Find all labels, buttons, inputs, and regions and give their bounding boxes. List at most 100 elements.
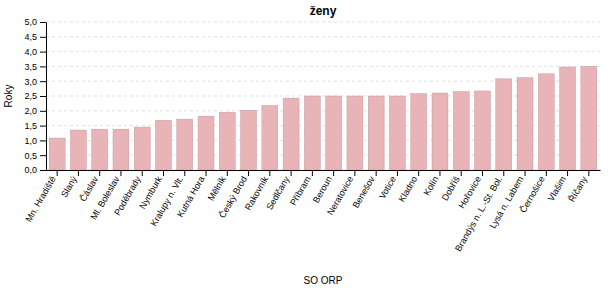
bar — [475, 91, 491, 170]
bar — [517, 78, 533, 170]
y-tick-mark — [40, 170, 46, 171]
x-tick: Benešov — [350, 170, 376, 210]
bar — [49, 138, 65, 170]
y-tick: 2,5 — [24, 91, 46, 101]
x-tick-label: Benešov — [350, 174, 376, 210]
bar — [453, 92, 469, 170]
y-tick-mark — [40, 96, 46, 97]
x-tick-mark — [120, 170, 121, 176]
grid-line — [46, 66, 600, 67]
y-tick-mark — [40, 66, 46, 67]
x-tick-mark — [525, 170, 526, 176]
y-tick-mark — [40, 22, 46, 23]
grid-line — [46, 51, 600, 52]
y-axis-line — [46, 23, 47, 171]
x-tick-label: Příbram — [288, 175, 313, 208]
grid — [46, 22, 600, 170]
x-tick-label: Dobříš — [440, 174, 462, 202]
x-tick-label: Lysá n. Labem — [487, 175, 525, 231]
y-tick-mark — [40, 155, 46, 156]
y-tick-label: 3,0 — [24, 77, 37, 87]
x-tick-mark — [248, 170, 249, 176]
y-tick: 4,0 — [24, 47, 46, 57]
x-tick: Říčany — [567, 170, 590, 204]
y-tick: 1,0 — [24, 136, 46, 146]
y-tick-label: 0,5 — [24, 151, 37, 161]
y-tick-mark — [40, 37, 46, 38]
y-tick-label: 2,0 — [24, 106, 37, 116]
x-tick-label: Beroun — [311, 175, 334, 205]
x-axis-title: SO ORP — [304, 275, 343, 286]
x-tick-mark — [312, 170, 313, 176]
x-tick-mark — [503, 170, 504, 176]
y-tick: 5,0 — [24, 17, 46, 27]
x-tick-mark — [333, 170, 334, 176]
bar — [219, 112, 235, 170]
chart: 0,00,51,01,52,02,53,03,54,04,55,0Mn. Hra… — [0, 0, 610, 288]
x-tick: Příbram — [288, 170, 313, 207]
y-tick-label: 2,5 — [24, 91, 37, 101]
bar — [347, 96, 363, 170]
x-tick-label: Mělník — [206, 174, 228, 202]
y-tick-mark — [40, 111, 46, 112]
x-tick-mark — [78, 170, 79, 176]
x-tick-label: Neratovice — [325, 175, 355, 217]
y-tick-mark — [40, 81, 46, 82]
bar — [432, 93, 448, 170]
x-tick-label: Slaný — [59, 174, 79, 199]
x-tick-mark — [482, 170, 483, 176]
x-tick: Kolín — [422, 170, 441, 197]
x-axis-line — [47, 170, 601, 171]
x-tick: Mělník — [206, 170, 228, 202]
x-tick-mark — [376, 170, 377, 176]
x-tick-mark — [142, 170, 143, 176]
bar — [92, 129, 108, 170]
x-tick: Votice — [377, 170, 398, 201]
x-tick-label: Poděbrady — [112, 174, 143, 217]
x-tick-label: Český Brod — [217, 175, 249, 220]
x-tick-mark — [227, 170, 228, 176]
x-tick-label: Říčany — [567, 174, 590, 204]
x-tick-label: Kladno — [396, 175, 419, 204]
bar — [368, 96, 384, 170]
x-tick-label: Mn. Hradiště — [23, 175, 57, 224]
y-tick: 0,5 — [24, 151, 46, 161]
bar — [538, 74, 554, 170]
bars — [49, 66, 597, 170]
x-tick-label: Čáslav — [78, 174, 101, 203]
bar — [304, 96, 320, 170]
plot-area: 0,00,51,01,52,02,53,03,54,04,55,0Mn. Hra… — [23, 17, 600, 253]
grid-line — [46, 22, 600, 23]
x-tick-mark — [57, 170, 58, 176]
x-tick: Sedlčany — [264, 170, 291, 212]
bar — [241, 110, 257, 170]
y-axis-title: Roky — [3, 85, 14, 108]
y-tick: 3,0 — [24, 77, 46, 87]
x-tick-mark — [588, 170, 589, 176]
y-tick-label: 5,0 — [24, 17, 37, 27]
x-tick-mark — [546, 170, 547, 176]
x-axis: Mn. HradištěSlanýČáslavMl. BoleslavPoděb… — [23, 170, 600, 253]
y-tick-label: 3,5 — [24, 62, 37, 72]
bar — [113, 129, 129, 170]
bar — [581, 66, 597, 170]
x-tick-label: Kolín — [422, 175, 441, 198]
x-tick: Lysá n. Labem — [487, 170, 525, 230]
x-tick: Čáslav — [78, 170, 101, 203]
y-tick: 0,0 — [24, 165, 46, 175]
y-tick-label: 1,0 — [24, 136, 37, 146]
x-tick-label: Votice — [377, 175, 398, 201]
x-tick-label: Sedlčany — [264, 174, 291, 211]
bar — [560, 67, 576, 170]
bar — [496, 79, 512, 170]
x-tick-mark — [461, 170, 462, 176]
x-tick: Dobříš — [440, 170, 462, 202]
y-tick-label: 0,0 — [24, 165, 37, 175]
y-tick-label: 4,5 — [24, 32, 37, 42]
x-tick: Mn. Hradiště — [23, 170, 57, 224]
y-tick: 4,5 — [24, 32, 46, 42]
bar — [262, 105, 278, 170]
grid-line — [46, 36, 600, 37]
bar — [156, 120, 172, 170]
x-tick-mark — [206, 170, 207, 176]
